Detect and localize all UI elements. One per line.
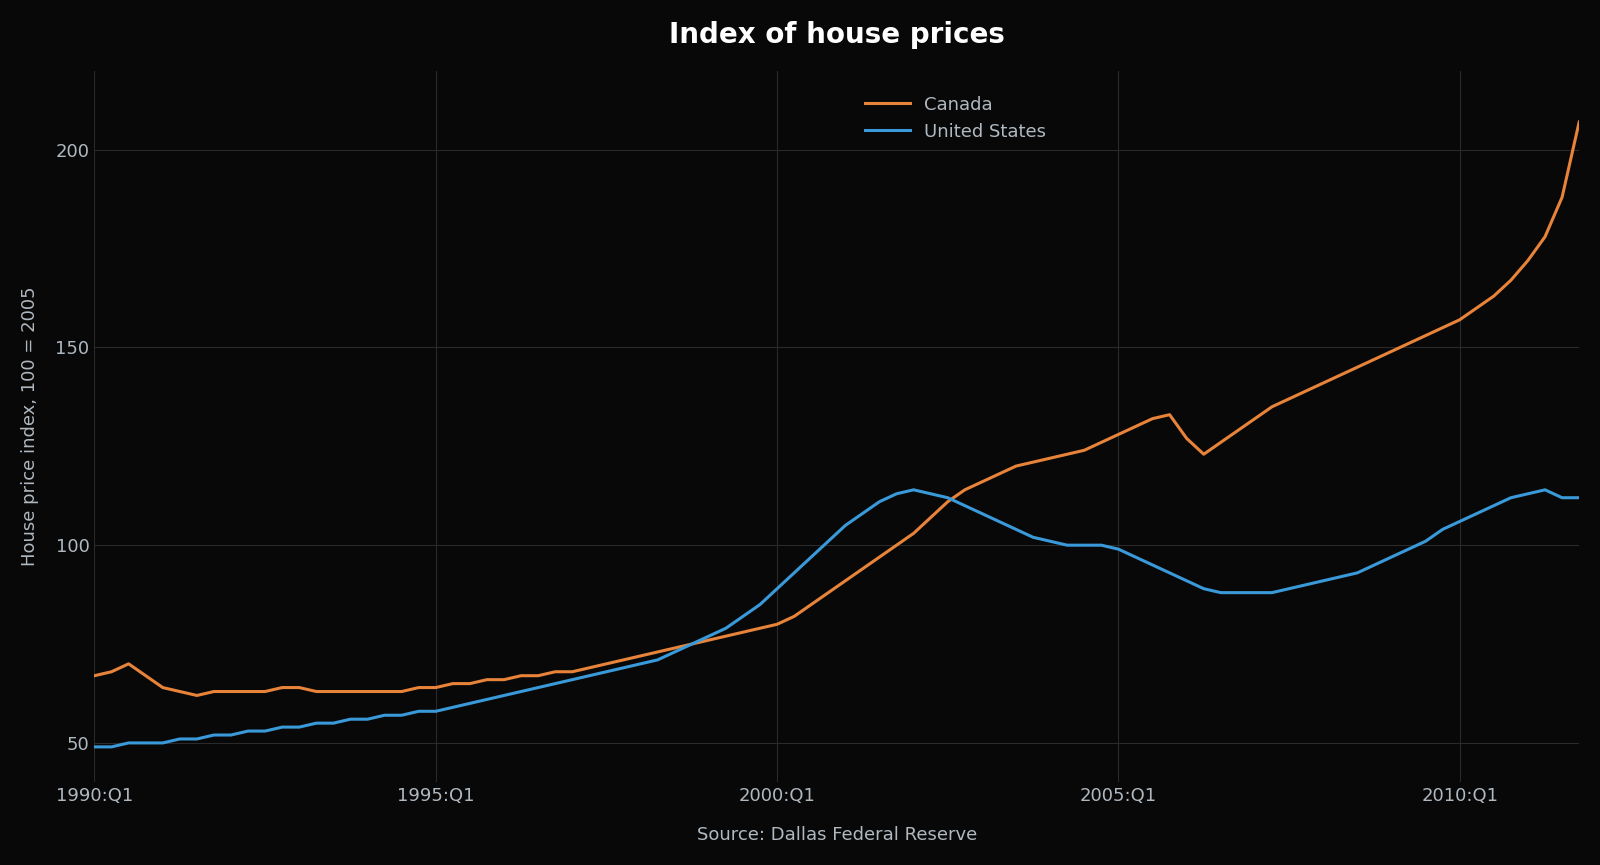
United States	[494, 690, 514, 701]
Canada	[835, 575, 854, 586]
X-axis label: Source: Dallas Federal Reserve: Source: Dallas Federal Reserve	[696, 826, 978, 844]
Canada	[528, 670, 547, 681]
Canada	[973, 477, 992, 487]
Line: United States: United States	[94, 490, 1579, 746]
United States	[1570, 492, 1589, 503]
Y-axis label: House price index, 100 = 2005: House price index, 100 = 2005	[21, 286, 38, 567]
United States	[118, 738, 138, 748]
Canada	[512, 670, 531, 681]
United States	[85, 741, 104, 752]
Canada	[1485, 291, 1504, 301]
Canada	[85, 670, 104, 681]
United States	[819, 536, 838, 547]
United States	[1485, 501, 1504, 511]
United States	[904, 484, 923, 495]
United States	[512, 686, 531, 696]
Canada	[1570, 117, 1589, 127]
Canada	[118, 658, 138, 669]
United States	[973, 509, 992, 519]
Legend: Canada, United States: Canada, United States	[856, 86, 1056, 150]
Canada	[187, 690, 206, 701]
Line: Canada: Canada	[94, 122, 1579, 695]
Title: Index of house prices: Index of house prices	[669, 21, 1005, 48]
